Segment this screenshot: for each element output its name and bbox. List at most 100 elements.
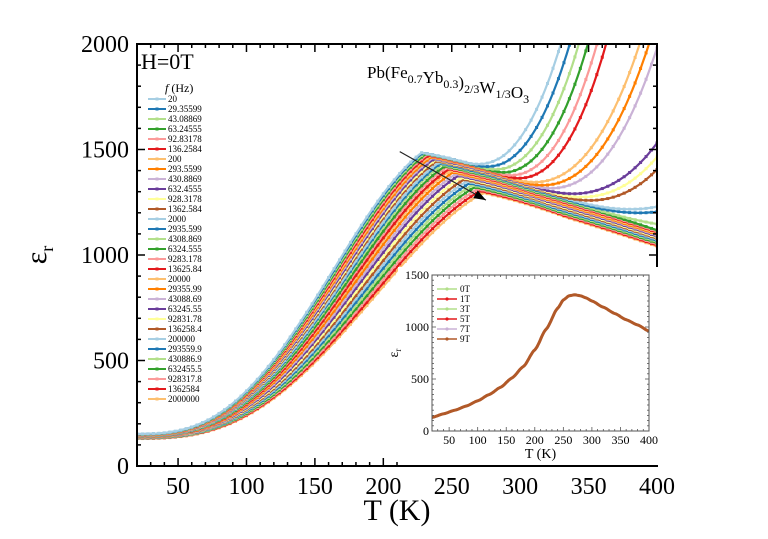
- legend-label: 136.2584: [168, 144, 202, 154]
- legend-label: 200: [168, 154, 182, 164]
- inset-background: [398, 267, 659, 465]
- legend-label: 1362.584: [168, 204, 202, 214]
- legend-marker: [155, 117, 159, 121]
- legend-item: 293559.9: [148, 344, 202, 354]
- legend-label: 4308.869: [168, 234, 202, 244]
- legend-label: 13625.84: [168, 264, 202, 274]
- legend-item: 29.35599: [148, 104, 202, 114]
- legend-label: 92831.78: [168, 314, 202, 324]
- legend-label: 430886.9: [168, 354, 202, 364]
- inset-legend-label: 7T: [460, 324, 471, 334]
- legend-item: 92.83178: [148, 134, 202, 144]
- legend-label: 43.08869: [168, 114, 202, 124]
- y-label-epsilon: ε: [20, 252, 53, 265]
- inset-legend-marker: [445, 317, 449, 321]
- inset-legend-item: 5T: [437, 314, 471, 324]
- inset-y-tick-label: 1000: [405, 320, 429, 334]
- x-tick-label: 200: [365, 474, 401, 500]
- legend-item: 430886.9: [148, 354, 202, 364]
- inset-legend-item: 7T: [437, 324, 471, 334]
- x-tick-label: 100: [228, 474, 264, 500]
- legend-marker: [155, 247, 159, 251]
- legend-item: 136.2584: [148, 144, 202, 154]
- legend-marker: [155, 107, 159, 111]
- inset-legend-marker: [445, 297, 449, 301]
- inset-legend-item: 1T: [437, 294, 471, 304]
- legend-item: 1362584: [148, 384, 200, 394]
- inset-x-tick-label: 150: [497, 433, 515, 447]
- compound-formula: Pb(Fe0.7Yb0.3)2/3W1/3O3: [367, 63, 529, 106]
- legend-marker: [155, 187, 159, 191]
- inset-chart: 50 100 150 200 250 300 350 400 0 500 1000 1500 T (K)…: [387, 267, 659, 465]
- inset-legend-item: 3T: [437, 304, 471, 314]
- main-legend: f (Hz)2029.3559943.0886963.2455592.83178…: [148, 81, 202, 404]
- inset-y-axis-label: εr: [387, 349, 403, 358]
- inset-x-tick-label: 300: [583, 433, 601, 447]
- legend-item: 9283.178: [148, 254, 202, 264]
- legend-item: 92831.78: [148, 314, 202, 324]
- legend-item: 13625.84: [148, 264, 202, 274]
- main-series-group: [137, 44, 657, 441]
- legend-label: 92.83178: [168, 134, 202, 144]
- legend-label: 1362584: [168, 384, 200, 394]
- legend-label: 293559.9: [168, 344, 202, 354]
- y-tick-label: 1500: [81, 138, 129, 164]
- legend-item: 293.5599: [148, 164, 202, 174]
- legend-item: 20000: [148, 274, 191, 284]
- inset-legend-label: 5T: [460, 314, 471, 324]
- main-y-axis-label: εr: [20, 246, 57, 265]
- x-tick-label: 350: [571, 474, 607, 500]
- legend-item: 43088.69: [148, 294, 202, 304]
- legend-marker: [155, 307, 159, 311]
- inset-legend-marker: [445, 287, 449, 291]
- x-tick-label: 250: [434, 474, 470, 500]
- inset-y-tick-label: 0: [423, 424, 429, 438]
- legend-marker: [155, 297, 159, 301]
- inset-legend-marker: [445, 327, 449, 331]
- legend-marker: [155, 277, 159, 281]
- legend-label: 136258.4: [168, 324, 202, 334]
- inset-x-tick-label: 100: [469, 433, 487, 447]
- x-tick-label: 50: [166, 474, 190, 500]
- legend-item: 63.24555: [148, 124, 202, 134]
- arrow-shaft: [399, 151, 487, 201]
- legend-marker: [155, 317, 159, 321]
- legend-label: 20000: [168, 274, 191, 284]
- y-tick-label: 1000: [81, 243, 129, 269]
- legend-label: 2000000: [168, 394, 200, 404]
- legend-item: 2935.599: [148, 224, 202, 234]
- inset-legend-marker: [445, 307, 449, 311]
- legend-marker: [155, 217, 159, 221]
- legend-marker: [155, 267, 159, 271]
- legend-marker: [155, 97, 159, 101]
- inset-series-9T: [431, 293, 650, 419]
- legend-marker: [155, 347, 159, 351]
- legend-title: f (Hz): [165, 81, 193, 95]
- legend-item: 29355.99: [148, 284, 202, 294]
- legend-item: 2000: [148, 214, 187, 224]
- legend-label: 928.3178: [168, 194, 202, 204]
- legend-item: 4308.869: [148, 234, 202, 244]
- legend-marker: [155, 387, 159, 391]
- legend-label: 928317.8: [168, 374, 202, 384]
- legend-marker: [155, 157, 159, 161]
- inset-y-tick-label: 500: [411, 372, 429, 386]
- field-annotation: H=0T: [141, 49, 194, 74]
- y-tick-label: 2000: [81, 32, 129, 58]
- legend-marker: [155, 137, 159, 141]
- inset-x-tick-label: 200: [526, 433, 544, 447]
- legend-marker: [155, 337, 159, 341]
- legend-marker: [155, 257, 159, 261]
- legend-label: 29.35599: [168, 104, 202, 114]
- legend-marker: [155, 127, 159, 131]
- legend-item: 928.3178: [148, 194, 202, 204]
- legend-label: 200000: [168, 334, 196, 344]
- main-x-axis-label: T (K): [364, 494, 431, 527]
- legend-marker: [155, 237, 159, 241]
- inset-legend-item: 9T: [437, 334, 471, 344]
- legend-item: 928317.8: [148, 374, 202, 384]
- legend-label: 6324.555: [168, 244, 202, 254]
- inset-x-tick-label: 350: [611, 433, 629, 447]
- legend-item: 200: [148, 154, 182, 164]
- series-markers-20: [137, 50, 560, 436]
